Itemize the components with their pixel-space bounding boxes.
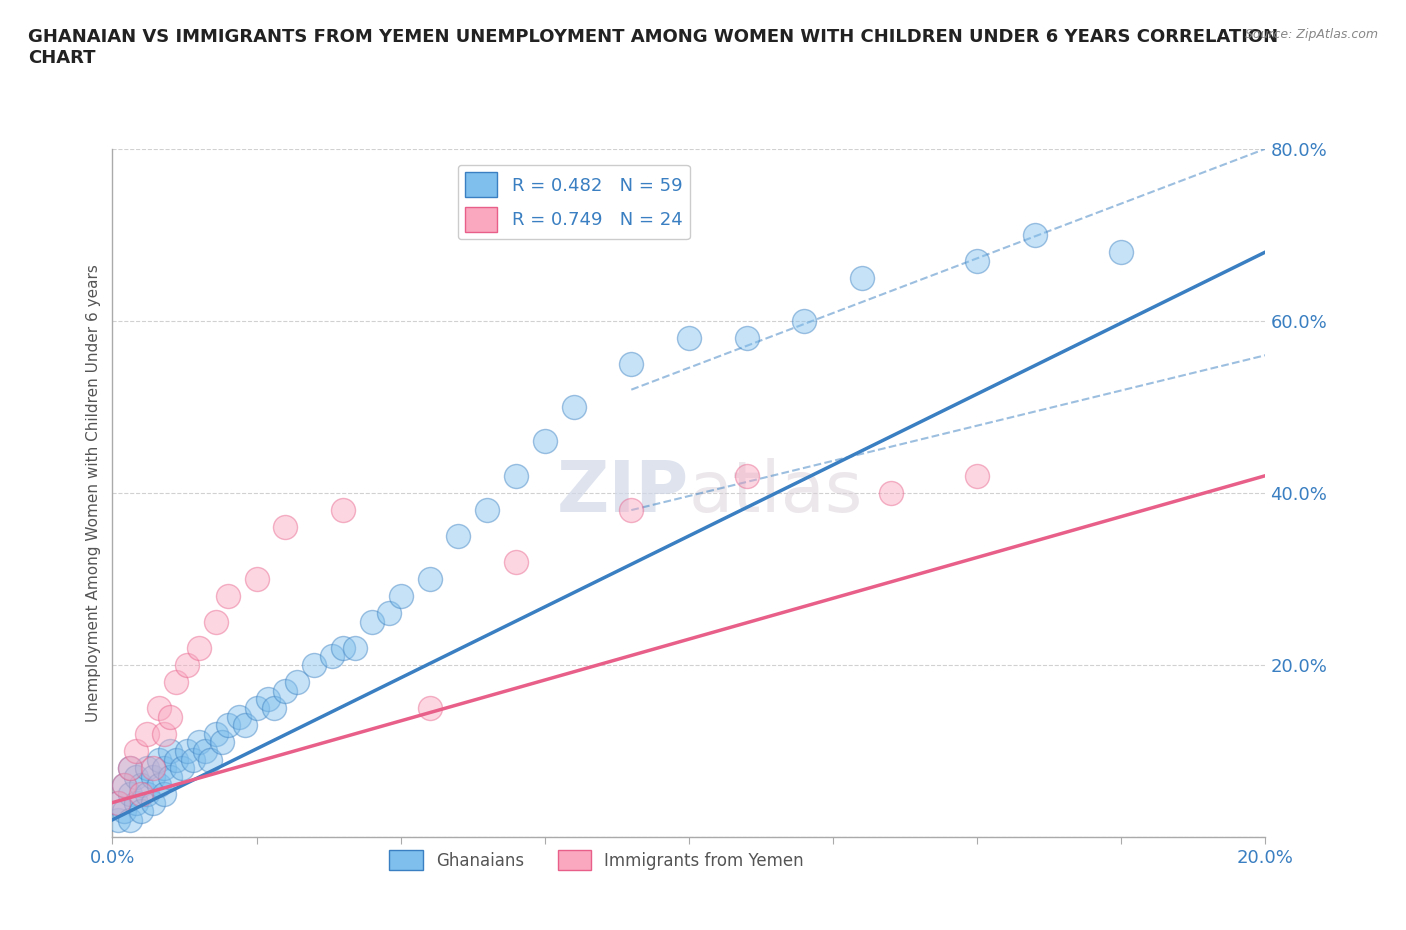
Point [159,710,181,724]
Y-axis label: Unemployment Among Women with Children Under 6 years: Unemployment Among Women with Children U… [86,264,101,722]
Text: GHANAIAN VS IMMIGRANTS FROM YEMEN UNEMPLOYMENT AMONG WOMEN WITH CHILDREN UNDER 6: GHANAIAN VS IMMIGRANTS FROM YEMEN UNEMPL… [28,28,1278,67]
Text: atlas: atlas [689,458,863,527]
Point [124,769,146,784]
Point [124,795,146,810]
Point [129,787,153,802]
Point [419,571,441,587]
Point [447,528,470,543]
Point [321,649,343,664]
Point [620,356,643,371]
Point [148,752,170,767]
Point [228,710,250,724]
Text: ZIP: ZIP [557,458,689,527]
Point [112,804,135,818]
Point [332,503,354,518]
Point [475,503,499,518]
Point [118,787,141,802]
Point [1024,228,1046,243]
Point [360,615,382,630]
Point [966,469,988,484]
Point [678,331,700,346]
Point [274,684,297,698]
Point [112,777,135,792]
Point [274,520,297,535]
Point [217,718,239,733]
Point [534,433,557,449]
Point [205,615,228,630]
Point [148,777,170,792]
Point [159,769,181,784]
Point [263,700,285,715]
Point [165,675,187,690]
Point [129,777,153,792]
Point [118,761,141,776]
Point [205,726,228,741]
Point [966,253,988,268]
Point [217,589,239,604]
Point [200,752,222,767]
Point [112,777,135,792]
Point [793,313,815,328]
Point [378,606,401,621]
Point [735,469,758,484]
Point [107,813,129,828]
Point [851,271,873,286]
Point [285,675,308,690]
Point [194,744,217,759]
Point [118,813,141,828]
Point [735,331,758,346]
Point [246,571,269,587]
Point [389,589,412,604]
Point [153,761,176,776]
Point [176,744,198,759]
Point [170,761,193,776]
Point [153,726,176,741]
Point [136,726,159,741]
Point [188,735,211,750]
Point [620,503,643,518]
Point [142,761,165,776]
Point [148,700,170,715]
Point [304,658,326,672]
Point [118,761,141,776]
Point [332,641,354,656]
Point [419,700,441,715]
Point [107,795,129,810]
Point [176,658,198,672]
Point [505,554,527,569]
Point [257,692,280,707]
Point [153,787,176,802]
Point [246,700,269,715]
Point [136,761,159,776]
Point [129,804,153,818]
Point [343,641,366,656]
Point [211,735,233,750]
Point [1111,245,1133,259]
Point [181,752,204,767]
Point [107,795,129,810]
Point [142,795,165,810]
Point [136,787,159,802]
Text: Source: ZipAtlas.com: Source: ZipAtlas.com [1244,28,1378,41]
Point [159,744,181,759]
Point [505,469,527,484]
Point [562,400,585,415]
Point [233,718,256,733]
Point [124,744,146,759]
Point [188,641,211,656]
Legend: Ghanaians, Immigrants from Yemen: Ghanaians, Immigrants from Yemen [382,844,811,877]
Point [880,485,903,500]
Point [142,769,165,784]
Point [165,752,187,767]
